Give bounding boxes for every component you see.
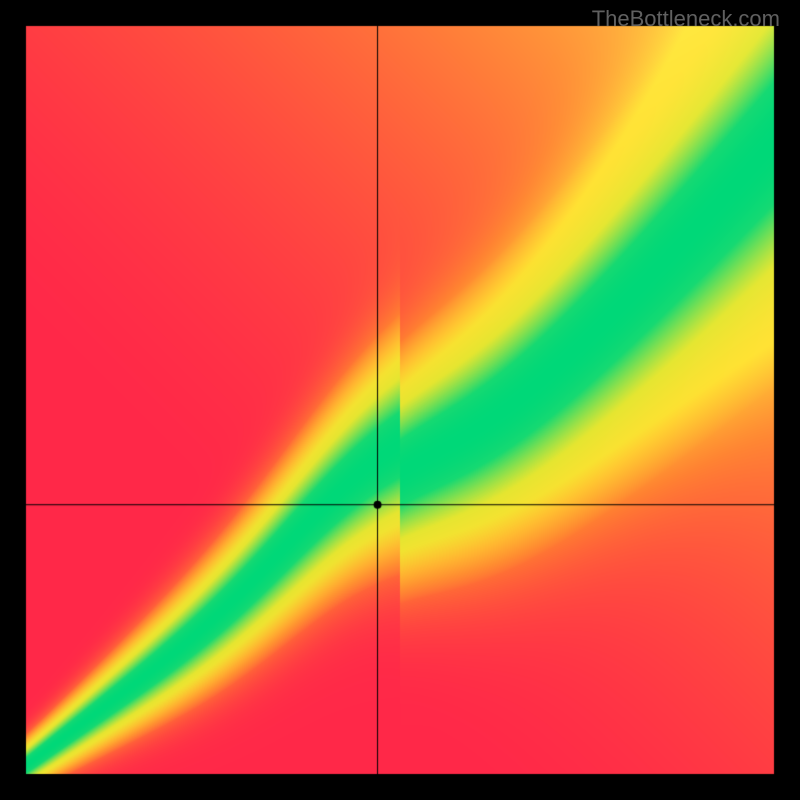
chart-container: TheBottleneck.com — [0, 0, 800, 800]
watermark-text: TheBottleneck.com — [592, 6, 780, 32]
bottleneck-heatmap — [0, 0, 800, 800]
